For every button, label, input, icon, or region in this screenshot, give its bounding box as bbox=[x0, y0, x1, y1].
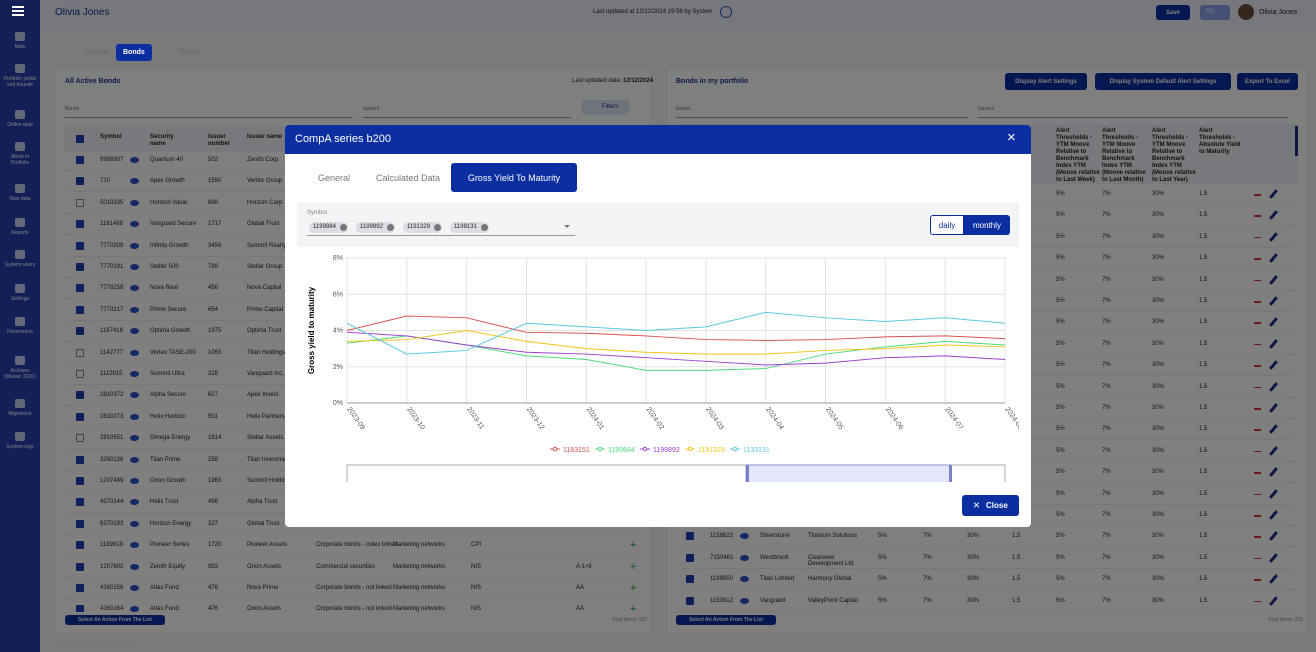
close-button[interactable]: Close bbox=[962, 495, 1019, 516]
modal: CompA series b200 × General Calculated Data… bbox=[285, 125, 1031, 527]
symbol-field[interactable] bbox=[307, 220, 575, 236]
y-tick-label: 0% bbox=[333, 400, 343, 407]
tab[interactable]: General bbox=[84, 49, 109, 56]
footer-text: Widmag Ltd. All rights reserved bbox=[62, 642, 132, 648]
series-line bbox=[346, 331, 1006, 366]
modal-tab[interactable]: Calculated Data bbox=[375, 172, 441, 183]
chip-remove[interactable] bbox=[434, 224, 441, 231]
x-tick-label: 2023-10 bbox=[405, 406, 426, 431]
y-axis-label: Gross yield to maturity bbox=[307, 286, 316, 374]
modal-close[interactable]: × bbox=[1007, 129, 1016, 146]
y-tick-label: 6% bbox=[333, 291, 343, 298]
x-tick-label: 2023-11 bbox=[465, 406, 485, 431]
legend-dot bbox=[642, 446, 648, 452]
x-tick-label: 2024-01 bbox=[585, 406, 606, 431]
x-tick-label: 2023-09 bbox=[345, 406, 366, 431]
symbol-chip[interactable]: 1198131 bbox=[450, 222, 489, 233]
legend-label: 1191329 bbox=[698, 447, 725, 454]
symbol-chip[interactable]: 1191329 bbox=[403, 222, 442, 233]
interval-toggle[interactable]: monthly bbox=[964, 215, 1010, 235]
zoom-handle[interactable] bbox=[746, 465, 749, 482]
symbol-chip[interactable]: 1199884 bbox=[309, 222, 348, 233]
x-tick-label: 2024-03 bbox=[704, 406, 725, 431]
tab[interactable]: Bonds bbox=[116, 44, 152, 61]
legend-dot bbox=[552, 446, 558, 452]
menu-button[interactable] bbox=[12, 6, 24, 16]
modal-tab[interactable]: General bbox=[317, 172, 351, 183]
legend-label: 1133131 bbox=[743, 447, 770, 454]
series-line bbox=[346, 315, 1006, 341]
chart: 0% 2% 4% 6% 8% 2023-09 2023-10 2023-11 2023-12 20… bbox=[297, 247, 1019, 482]
symbol-chip[interactable]: 1199892 bbox=[356, 222, 395, 233]
y-tick-label: 8% bbox=[333, 255, 343, 262]
series-line bbox=[346, 311, 1006, 355]
zoom-handle[interactable] bbox=[949, 465, 952, 482]
series-line bbox=[346, 329, 1006, 355]
legend-label: 1183151 bbox=[563, 447, 590, 454]
y-tick-label: 4% bbox=[333, 328, 343, 335]
interval-toggle[interactable]: daily bbox=[930, 215, 964, 235]
chip-remove[interactable] bbox=[340, 224, 347, 231]
x-tick-label: 2024-05 bbox=[824, 406, 845, 431]
y-tick-label: 2% bbox=[333, 364, 343, 371]
modal-title: CompA series b200 bbox=[295, 133, 391, 145]
legend-dot bbox=[732, 446, 738, 452]
menu-line bbox=[12, 10, 24, 12]
x-tick-label: 2024-02 bbox=[644, 406, 665, 431]
legend-label: 1199892 bbox=[653, 447, 680, 454]
legend-dot bbox=[597, 446, 603, 452]
x-tick-label: 2023-12 bbox=[525, 406, 546, 431]
x-tick-label: 2024-07 bbox=[944, 406, 965, 431]
tab[interactable]: Stocks bbox=[179, 49, 201, 56]
x-tick-label: 2024-08 bbox=[1003, 406, 1019, 431]
chip-remove[interactable] bbox=[481, 224, 488, 231]
legend-label: 1199884 bbox=[608, 447, 635, 454]
modal-tab[interactable]: Gross Yield To Maturity bbox=[451, 163, 577, 192]
x-tick-label: 2024-06 bbox=[884, 406, 905, 431]
zoom-selection[interactable] bbox=[745, 464, 952, 482]
modal-header bbox=[285, 125, 1031, 154]
legend-dot bbox=[687, 446, 693, 452]
symbol-label: Symbol bbox=[307, 210, 328, 216]
dropdown-arrow[interactable] bbox=[564, 225, 570, 228]
close-icon: × bbox=[973, 498, 981, 512]
x-tick-label: 2024-04 bbox=[764, 406, 785, 431]
chip-remove[interactable] bbox=[387, 224, 394, 231]
